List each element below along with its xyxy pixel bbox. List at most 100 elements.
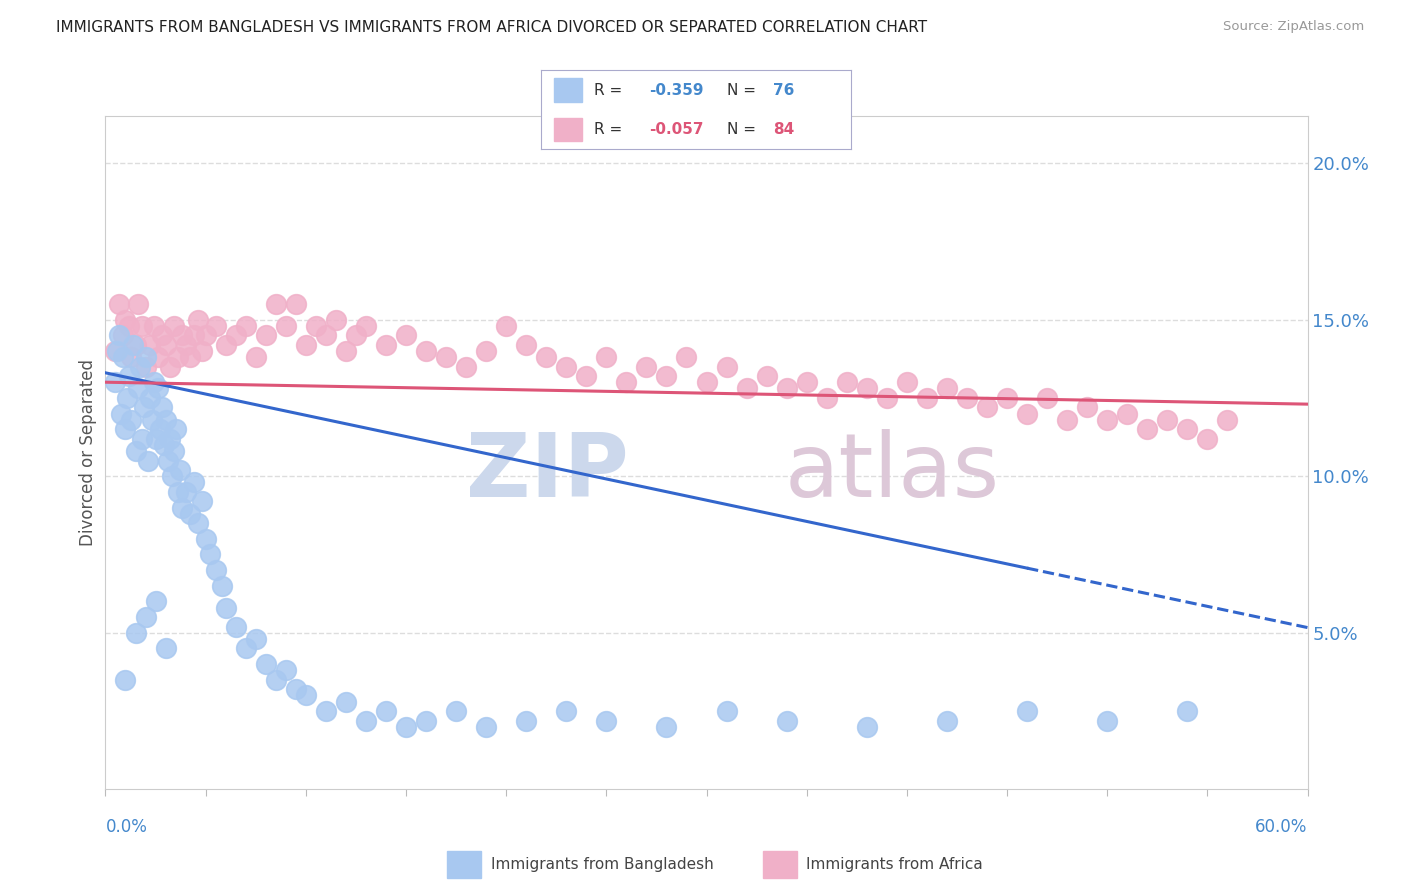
Point	[179, 507, 201, 521]
Point	[138, 391, 160, 405]
Point	[135, 350, 157, 364]
Point	[135, 359, 157, 374]
Point	[1017, 407, 1039, 421]
Point	[211, 579, 233, 593]
Point	[150, 401, 173, 415]
Point	[104, 375, 127, 389]
Point	[1056, 413, 1078, 427]
Point	[117, 391, 139, 405]
Text: 76: 76	[773, 83, 794, 97]
Point	[515, 714, 537, 728]
Text: 84: 84	[773, 122, 794, 136]
Point	[855, 720, 877, 734]
Text: -0.057: -0.057	[650, 122, 704, 136]
Point	[735, 382, 758, 396]
Point	[169, 463, 191, 477]
Point	[555, 359, 578, 374]
Point	[187, 312, 209, 326]
Point	[716, 704, 738, 718]
Point	[108, 328, 131, 343]
Point	[194, 328, 217, 343]
Point	[187, 516, 209, 531]
Text: -0.359: -0.359	[650, 83, 704, 97]
Point	[515, 337, 537, 351]
Point	[128, 359, 150, 374]
Text: N =: N =	[727, 83, 756, 97]
Text: Immigrants from Bangladesh: Immigrants from Bangladesh	[491, 857, 713, 871]
Point	[1177, 422, 1199, 436]
Point	[152, 438, 174, 452]
Point	[264, 673, 287, 687]
Point	[776, 382, 799, 396]
Point	[1177, 704, 1199, 718]
Y-axis label: Divorced or Separated: Divorced or Separated	[79, 359, 97, 546]
Point	[956, 391, 979, 405]
Point	[896, 375, 918, 389]
Point	[374, 337, 398, 351]
Point	[295, 337, 318, 351]
Point	[1116, 407, 1139, 421]
Point	[165, 422, 187, 436]
Point	[254, 328, 277, 343]
Point	[198, 548, 221, 562]
Point	[495, 318, 517, 333]
Point	[395, 328, 418, 343]
Bar	[554, 118, 582, 141]
Point	[107, 343, 129, 358]
Point	[876, 391, 898, 405]
Point	[135, 610, 157, 624]
Point	[159, 432, 181, 446]
Point	[274, 318, 297, 333]
Point	[150, 328, 173, 343]
Point	[214, 600, 236, 615]
Point	[132, 401, 155, 415]
Point	[179, 350, 201, 364]
Point	[335, 695, 357, 709]
Point	[636, 359, 658, 374]
Point	[534, 350, 557, 364]
Point	[696, 375, 718, 389]
Point	[104, 343, 127, 358]
Point	[155, 337, 177, 351]
Point	[335, 343, 357, 358]
Point	[127, 382, 149, 396]
Point	[162, 444, 184, 458]
Point	[235, 318, 257, 333]
Bar	[554, 78, 582, 102]
Point	[162, 318, 184, 333]
Point	[148, 422, 170, 436]
Point	[145, 594, 167, 608]
Point	[354, 318, 377, 333]
Point	[1076, 401, 1098, 415]
Point	[305, 318, 328, 333]
Point	[204, 318, 226, 333]
Point	[225, 328, 247, 343]
Point	[225, 619, 247, 633]
Point	[156, 453, 179, 467]
Point	[204, 563, 226, 577]
Point	[835, 375, 858, 389]
Point	[138, 337, 160, 351]
Text: N =: N =	[727, 122, 756, 136]
Point	[114, 422, 136, 436]
Point	[354, 714, 377, 728]
Point	[155, 413, 177, 427]
Point	[575, 368, 598, 383]
Point	[936, 714, 959, 728]
Point	[108, 297, 131, 311]
Point	[124, 444, 146, 458]
Point	[395, 720, 418, 734]
Point	[274, 664, 297, 678]
Point	[315, 328, 337, 343]
Point	[716, 359, 738, 374]
Point	[114, 673, 136, 687]
Point	[1017, 704, 1039, 718]
Text: atlas: atlas	[785, 429, 1000, 516]
Point	[124, 337, 146, 351]
Text: 60.0%: 60.0%	[1256, 818, 1308, 836]
Point	[194, 532, 217, 546]
Point	[1036, 391, 1059, 405]
Text: ZIP: ZIP	[465, 429, 628, 516]
Point	[655, 368, 678, 383]
Point	[136, 453, 159, 467]
